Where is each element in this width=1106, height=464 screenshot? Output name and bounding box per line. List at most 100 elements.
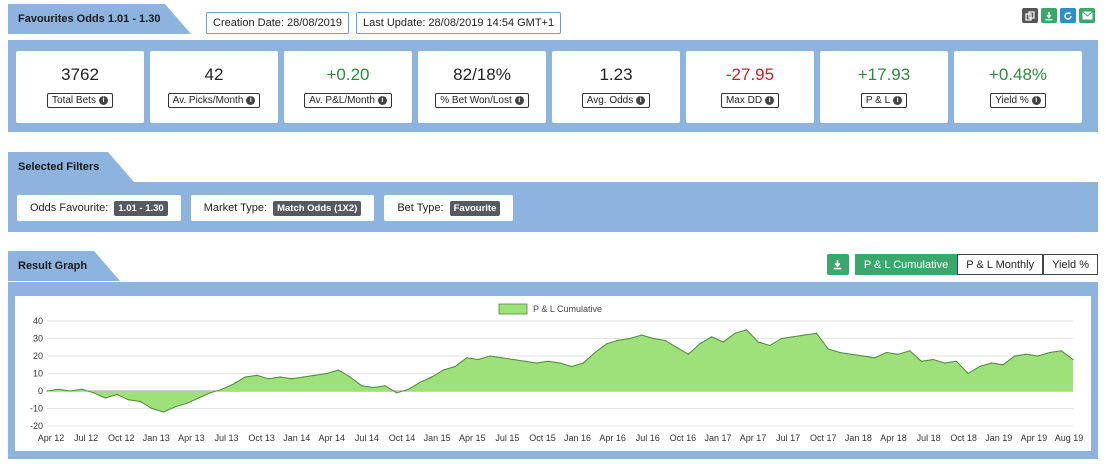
stat-label[interactable]: Yield % i — [990, 93, 1046, 108]
x-tick-label: Oct 13 — [248, 433, 275, 443]
y-tick-label: 30 — [33, 334, 43, 344]
stat-value: +0.20 — [326, 65, 370, 84]
data-point — [174, 406, 176, 408]
data-point — [780, 337, 783, 340]
stat-card: 42 Av. Picks/Month i — [150, 51, 278, 123]
copy-icon[interactable] — [1022, 8, 1038, 23]
tab-pl-monthly[interactable]: P & L Monthly — [957, 254, 1044, 275]
download-icon[interactable] — [1041, 8, 1057, 23]
info-icon[interactable]: i — [514, 96, 524, 105]
x-tick-label: Apr 19 — [1021, 433, 1048, 443]
data-point — [722, 341, 724, 343]
data-point — [46, 390, 48, 392]
data-point — [850, 353, 853, 355]
data-point — [139, 400, 141, 403]
info-icon[interactable]: i — [636, 96, 646, 105]
data-point — [1002, 364, 1004, 366]
download-icon — [834, 260, 842, 270]
data-point — [104, 397, 106, 399]
data-point — [967, 372, 969, 375]
data-point — [314, 374, 316, 376]
stat-label-text: Av. Picks/Month — [172, 95, 244, 106]
data-point — [769, 344, 771, 347]
x-tick-label: Oct 15 — [529, 433, 556, 443]
data-point — [337, 369, 340, 371]
x-tick-label: Oct 16 — [670, 433, 697, 443]
data-point — [454, 365, 456, 368]
graph-download-button[interactable] — [826, 254, 849, 275]
info-icon[interactable]: i — [765, 96, 775, 105]
data-point — [1025, 353, 1027, 355]
data-point — [431, 376, 433, 378]
data-point — [629, 337, 631, 340]
info-icon[interactable]: i — [1031, 96, 1041, 105]
stat-label-text: Av. P&L/Month — [309, 95, 375, 106]
stat-label-text: Max DD — [725, 95, 763, 106]
stat-label-text: Yield % — [995, 95, 1029, 106]
data-point — [349, 376, 351, 378]
data-point — [839, 351, 841, 354]
filters-band — [8, 182, 1098, 232]
data-point — [326, 372, 328, 375]
x-tick-label: Apr 16 — [599, 433, 626, 443]
data-point — [559, 362, 561, 364]
info-icon[interactable]: i — [893, 96, 903, 105]
stat-card: +0.20 Av. P&L/Month i — [284, 51, 412, 123]
stat-label[interactable]: Avg. Odds i — [581, 93, 651, 108]
email-icon[interactable] — [1079, 8, 1095, 23]
stat-label[interactable]: % Bet Won/Lost i — [435, 93, 529, 108]
data-point — [361, 385, 363, 387]
pl-cumulative-chart: 40 30 20 10 0 -10 -20 Apr 12 Jul 12 Oct 12 Jan 13 A… — [30, 303, 1084, 443]
tab-yield[interactable]: Yield % — [1043, 254, 1098, 275]
info-icon[interactable]: i — [377, 96, 387, 105]
stat-value: +0.48% — [988, 65, 1048, 84]
x-tick-label: Jul 13 — [215, 433, 239, 443]
data-point — [466, 357, 468, 359]
x-tick-label: Jan 17 — [704, 433, 731, 443]
data-point — [641, 334, 643, 336]
data-point — [58, 388, 60, 390]
data-point — [687, 353, 689, 355]
refresh-icon[interactable] — [1060, 8, 1076, 23]
data-point — [116, 393, 118, 396]
stat-value: +17.93 — [857, 65, 911, 84]
data-point — [81, 388, 83, 390]
stat-label[interactable]: Total Bets i — [47, 93, 113, 108]
page-title: Favourites Odds 1.01 - 1.30 — [8, 4, 191, 34]
data-point — [384, 385, 386, 387]
data-point — [279, 376, 281, 378]
data-point — [827, 348, 829, 350]
data-point — [862, 355, 864, 357]
data-point — [163, 411, 165, 413]
x-tick-label: Apr 17 — [740, 433, 767, 443]
filter-value: Favourite — [449, 200, 501, 216]
stat-label[interactable]: Max DD i — [720, 93, 780, 108]
data-point — [198, 397, 200, 399]
y-tick-label: -20 — [30, 421, 43, 431]
info-icon[interactable]: i — [98, 96, 108, 105]
data-point — [920, 360, 923, 362]
y-tick-label: 0 — [38, 386, 43, 396]
data-point — [372, 386, 375, 389]
x-tick-label: Oct 14 — [389, 433, 416, 443]
data-point — [69, 390, 71, 392]
data-point — [699, 343, 701, 345]
data-point — [186, 402, 188, 404]
x-tick-label: Aug 19 — [1055, 433, 1084, 443]
x-tick-label: Apr 15 — [459, 433, 486, 443]
x-tick-label: Oct 17 — [810, 433, 837, 443]
data-point — [979, 365, 981, 368]
info-icon[interactable]: i — [246, 96, 256, 105]
stat-label[interactable]: Av. Picks/Month i — [167, 93, 261, 108]
stat-label[interactable]: Av. P&L/Month i — [304, 93, 392, 108]
data-point — [547, 360, 549, 362]
data-point — [128, 399, 130, 401]
tab-pl-cumulative[interactable]: P & L Cumulative — [854, 254, 958, 275]
x-tick-label: Jan 18 — [845, 433, 872, 443]
data-point — [536, 362, 538, 364]
x-tick-label: Jan 15 — [424, 433, 451, 443]
data-point — [815, 332, 818, 334]
data-point — [711, 336, 713, 338]
filters-row: Odds Favourite: 1.01 - 1.30 Market Type: Ma… — [17, 195, 514, 221]
